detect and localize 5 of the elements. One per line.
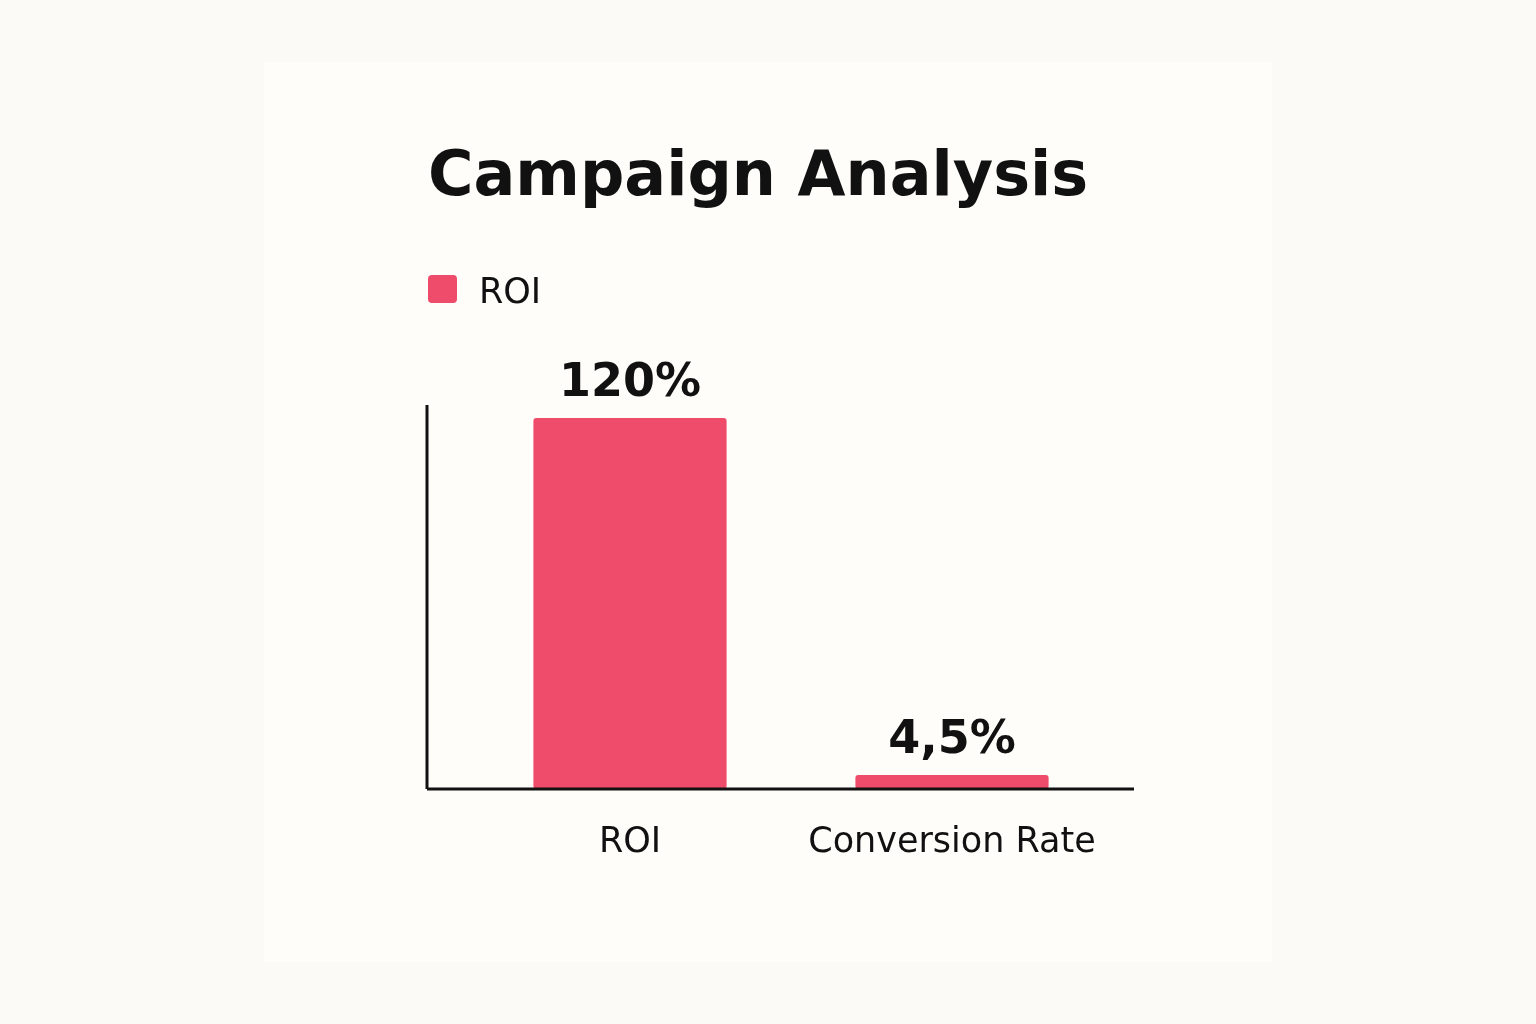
legend-label: ROI [479,271,542,311]
chart-title: Campaign Analysis [428,137,1089,210]
x-tick-label: Conversion Rate [808,820,1096,860]
data-label: 4,5% [888,710,1016,765]
data-label: 120% [558,353,702,407]
